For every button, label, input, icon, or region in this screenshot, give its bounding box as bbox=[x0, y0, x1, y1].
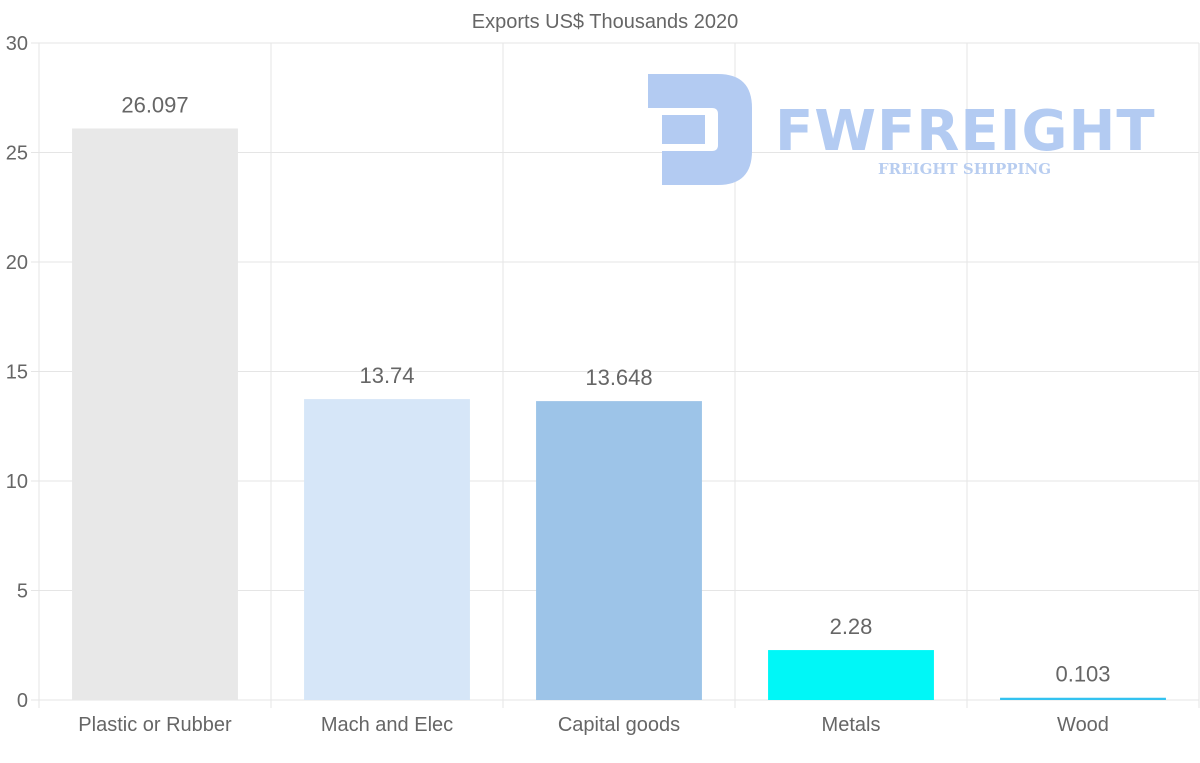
chart-title: Exports US$ Thousands 2020 bbox=[472, 11, 738, 33]
bar-value-label: 13.74 bbox=[359, 363, 414, 388]
bar-value-label: 0.103 bbox=[1055, 662, 1110, 687]
fwfreight-logo-icon bbox=[648, 74, 752, 185]
x-tick-label: Plastic or Rubber bbox=[78, 714, 232, 736]
watermark-tagline: FREIGHT SHIPPING bbox=[878, 160, 1051, 178]
bar bbox=[304, 399, 470, 700]
x-tick-label: Metals bbox=[822, 714, 881, 736]
x-tick-label: Mach and Elec bbox=[321, 714, 453, 736]
y-axis-tick-labels: 0 5 10 15 20 25 30 bbox=[6, 33, 28, 712]
bar-value-label: 26.097 bbox=[121, 92, 188, 117]
x-tick-label: Wood bbox=[1057, 714, 1109, 736]
y-tick-label: 0 bbox=[17, 690, 28, 712]
bar-value-label: 13.648 bbox=[585, 365, 652, 390]
bar bbox=[72, 128, 238, 700]
bar-value-label: 2.28 bbox=[830, 614, 873, 639]
fwfreight-watermark: FWFREIGHT FREIGHT SHIPPING bbox=[648, 74, 1156, 185]
x-axis-tick-labels: Plastic or Rubber Mach and Elec Capital go… bbox=[78, 714, 1109, 736]
y-tick-label: 5 bbox=[17, 581, 28, 603]
bar bbox=[768, 650, 934, 700]
bar-series bbox=[72, 128, 1166, 700]
y-tick-label: 30 bbox=[6, 33, 28, 55]
y-tick-label: 10 bbox=[6, 471, 28, 493]
bar-value-labels: 26.097 13.74 13.648 2.28 0.103 bbox=[121, 92, 1110, 686]
y-tick-label: 15 bbox=[6, 362, 28, 384]
y-tick-label: 20 bbox=[6, 252, 28, 274]
watermark-brand-name: FWFREIGHT bbox=[775, 99, 1156, 164]
bar bbox=[536, 401, 702, 700]
x-tick-label: Capital goods bbox=[558, 714, 680, 736]
bar bbox=[1000, 697, 1166, 700]
y-tick-label: 25 bbox=[6, 143, 28, 165]
